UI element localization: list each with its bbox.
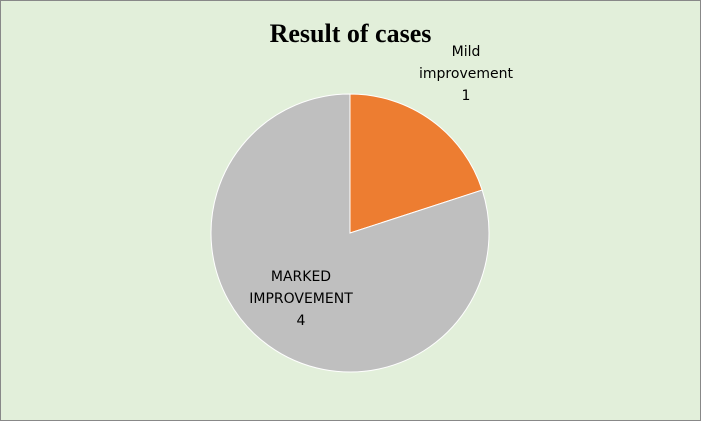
chart-title: Result of cases [269,19,432,48]
value-label: 4 [296,313,306,329]
pie-slice [210,93,490,373]
data-label: MARKED IMPROVEMENT 4 [236,266,366,332]
category-label: Mild improvement [419,44,513,82]
pie-slice [349,93,483,234]
data-label: Mild improvement 1 [411,41,521,107]
category-label: MARKED IMPROVEMENT [249,269,353,307]
value-label: 1 [461,88,471,104]
